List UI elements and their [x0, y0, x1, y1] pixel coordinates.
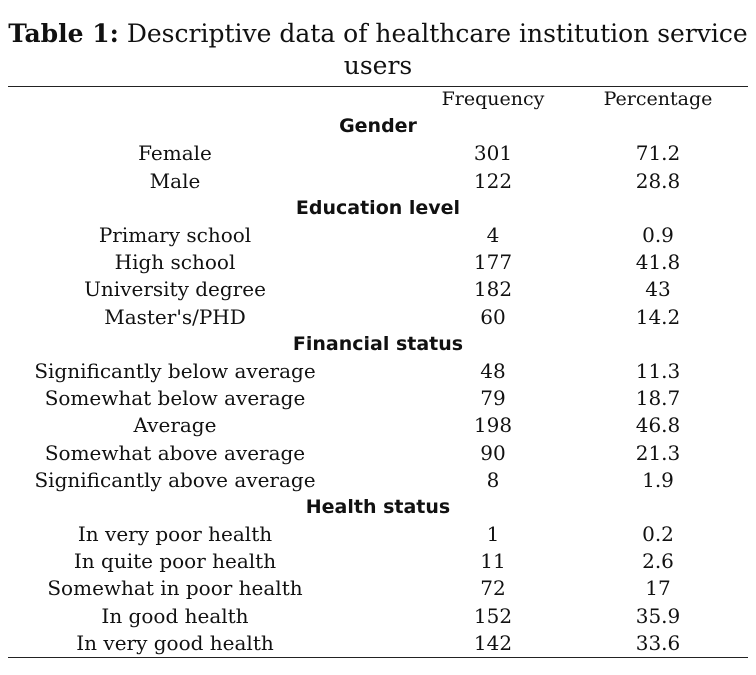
frequency-cell: 301	[473, 141, 513, 166]
percentage-cell: 18.7	[635, 386, 681, 411]
caption-label: Table 1:	[8, 19, 119, 48]
frequency-cell: 11	[480, 549, 506, 574]
frequency-cell: 90	[480, 440, 506, 465]
percentage-cell: 14.2	[635, 304, 681, 329]
section-header-row: Financial status	[8, 331, 748, 358]
frequency-cell: 1	[486, 522, 500, 547]
percentage-cell: 46.8	[635, 413, 681, 438]
percentage-cell: 0.2	[642, 522, 674, 547]
column-header-label	[8, 86, 418, 113]
row-label-cell: Male	[8, 168, 418, 195]
percentage-cell: 17	[645, 576, 671, 601]
row-label: University degree	[84, 277, 266, 302]
frequency-cell: 4	[486, 223, 500, 248]
table-header-row: Frequency Percentage	[8, 86, 748, 113]
table-row: Average 198 46.8	[8, 412, 748, 439]
table-row: Somewhat in poor health 72 17	[8, 575, 748, 602]
percentage-cell: 35.9	[635, 603, 681, 628]
row-label-cell: In very poor health	[8, 521, 418, 548]
row-label: High school	[114, 250, 236, 275]
percentage-cell: 28.8	[635, 168, 681, 193]
table-row: High school 177 41.8	[8, 249, 748, 276]
frequency-cell: 198	[473, 413, 513, 438]
table-row: Master's/PHD 60 14.2	[8, 304, 748, 331]
percentage-cell: 1.9	[642, 467, 674, 492]
caption-text: Descriptive data of healthcare instituti…	[126, 19, 748, 80]
frequency-cell: 152	[473, 603, 513, 628]
frequency-cell: 122	[473, 168, 513, 193]
frequency-cell: 182	[473, 277, 513, 302]
section-header-row: Health status	[8, 494, 748, 521]
frequency-cell: 60	[480, 304, 506, 329]
row-label-cell: Female	[8, 140, 418, 167]
row-label: In good health	[101, 603, 249, 628]
row-label: Significantly above average	[34, 467, 316, 492]
row-label-cell: Average	[8, 412, 418, 439]
row-label: In quite poor health	[73, 549, 277, 574]
row-label-cell: In good health	[8, 603, 418, 630]
row-label: Average	[133, 413, 217, 438]
section-header-row: Gender	[8, 113, 748, 140]
percentage-cell: 33.6	[635, 630, 681, 655]
row-label: Master's/PHD	[104, 304, 246, 329]
row-label-cell: Significantly below average	[8, 358, 418, 385]
row-label: Significantly below average	[34, 358, 316, 383]
percentage-cell: 43	[645, 277, 671, 302]
column-header-frequency: Frequency	[441, 88, 545, 111]
frequency-cell: 72	[480, 576, 506, 601]
table-row: In good health 152 35.9	[8, 603, 748, 630]
table-row: In very good health 142 33.6	[8, 630, 748, 657]
frequency-cell: 8	[486, 467, 500, 492]
row-label-cell: Significantly above average	[8, 467, 418, 494]
row-label-cell: High school	[8, 249, 418, 276]
table-row: Somewhat above average 90 21.3	[8, 439, 748, 466]
percentage-cell: 11.3	[635, 358, 681, 383]
frequency-cell: 142	[473, 630, 513, 655]
table-row: Significantly below average 48 11.3	[8, 358, 748, 385]
table-row: Primary school 4 0.9	[8, 222, 748, 249]
row-label: In very poor health	[77, 522, 273, 547]
row-label-cell: University degree	[8, 276, 418, 303]
percentage-cell: 0.9	[642, 223, 674, 248]
row-label: Somewhat in poor health	[47, 576, 303, 601]
row-label: Somewhat above average	[44, 440, 306, 465]
row-label-cell: Master's/PHD	[8, 304, 418, 331]
table-body: Gender Female 301 71.2 Male 122 28.8 Education …	[8, 113, 748, 657]
table-row: Significantly above average 8 1.9	[8, 467, 748, 494]
table-top-rule	[8, 86, 748, 87]
section-header-row: Education level	[8, 195, 748, 222]
frequency-cell: 79	[480, 386, 506, 411]
percentage-cell: 41.8	[635, 250, 681, 275]
frequency-cell: 48	[480, 358, 506, 383]
percentage-cell: 21.3	[635, 440, 681, 465]
section-title: Gender	[339, 115, 417, 138]
column-header-percentage: Percentage	[603, 88, 713, 111]
table-row: Male 122 28.8	[8, 168, 748, 195]
row-label: Male	[149, 168, 201, 193]
section-title: Education level	[295, 196, 461, 219]
row-label-cell: Somewhat in poor health	[8, 575, 418, 602]
row-label-cell: Somewhat above average	[8, 439, 418, 466]
row-label-cell: Primary school	[8, 222, 418, 249]
table-row: Female 301 71.2	[8, 140, 748, 167]
section-title: Financial status	[292, 332, 464, 355]
percentage-cell: 2.6	[642, 549, 674, 574]
table-bottom-rule	[8, 657, 748, 658]
row-label-cell: Somewhat below average	[8, 385, 418, 412]
row-label-cell: In very good health	[8, 630, 418, 657]
table-row: Somewhat below average 79 18.7	[8, 385, 748, 412]
descriptive-data-table: Frequency Percentage Gender Female 301 71.2…	[8, 86, 748, 657]
frequency-cell: 177	[473, 250, 513, 275]
table-row: In very poor health 1 0.2	[8, 521, 748, 548]
row-label: Somewhat below average	[44, 386, 306, 411]
row-label: In very good health	[76, 630, 274, 655]
row-label: Primary school	[98, 223, 252, 248]
row-label: Female	[138, 141, 212, 166]
row-label-cell: In quite poor health	[8, 548, 418, 575]
table-row: University degree 182 43	[8, 276, 748, 303]
table-caption: Table 1: Descriptive data of healthcare …	[0, 18, 756, 82]
table-row: In quite poor health 11 2.6	[8, 548, 748, 575]
section-title: Health status	[305, 495, 451, 518]
percentage-cell: 71.2	[635, 141, 681, 166]
